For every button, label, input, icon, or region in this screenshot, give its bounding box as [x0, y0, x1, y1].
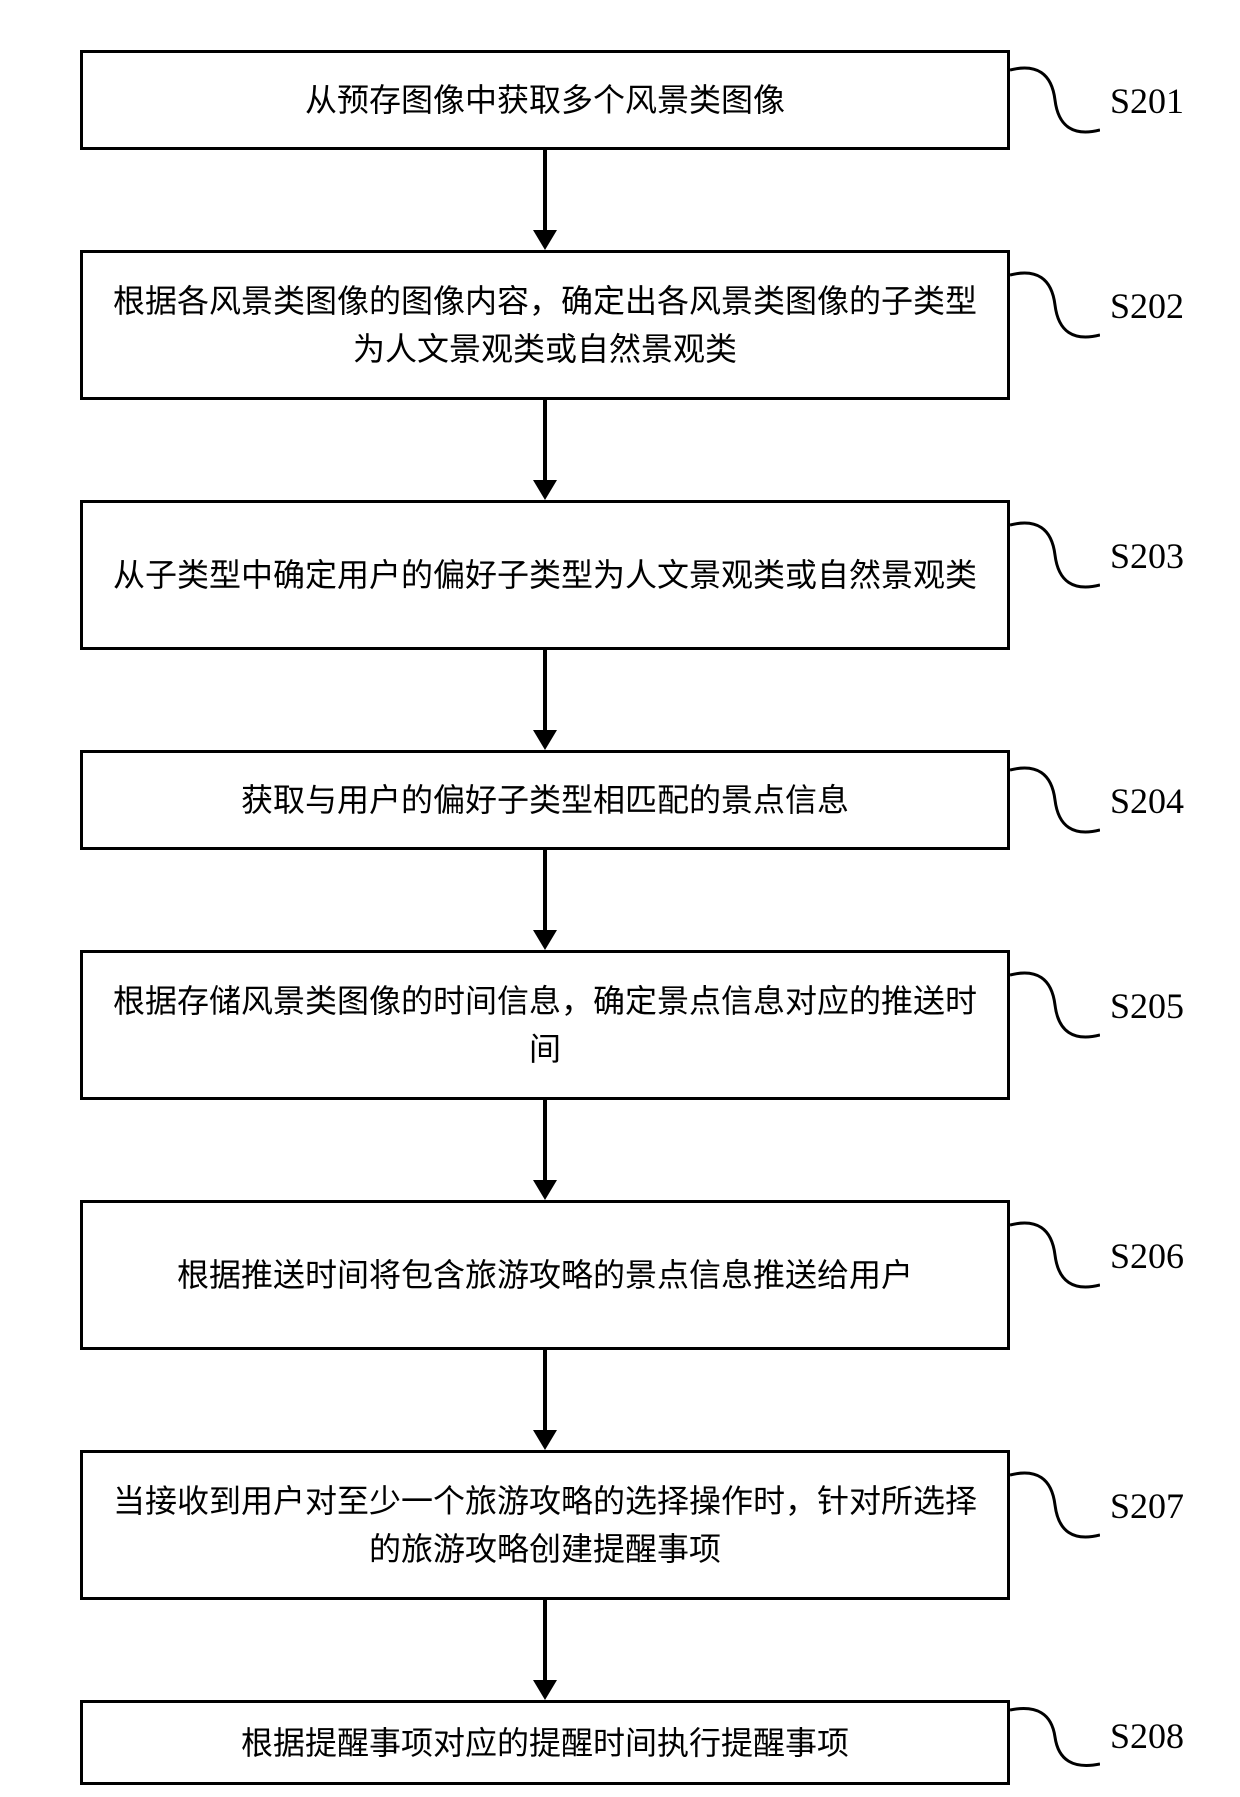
node-s204: 获取与用户的偏好子类型相匹配的景点信息 [80, 750, 1010, 850]
node-text: 根据各风景类图像的图像内容，确定出各风景类图像的子类型为人文景观类或自然景观类 [103, 277, 987, 373]
node-s205: 根据存储风景类图像的时间信息，确定景点信息对应的推送时间 [80, 950, 1010, 1100]
leader-curve-s207 [1010, 1465, 1100, 1545]
step-label-s202: S202 [1110, 285, 1184, 327]
leader-curve-s202 [1010, 265, 1100, 345]
leader-curve-s206 [1010, 1215, 1100, 1295]
step-label-s207: S207 [1110, 1485, 1184, 1527]
arrow-line [543, 1600, 547, 1682]
leader-curve-s203 [1010, 515, 1100, 595]
arrow-line [543, 150, 547, 232]
node-text: 从预存图像中获取多个风景类图像 [305, 76, 785, 124]
leader-curve-s205 [1010, 965, 1100, 1045]
arrow-line [543, 1100, 547, 1182]
arrow-line [543, 1350, 547, 1432]
arrow-head-icon [533, 730, 557, 750]
node-text: 获取与用户的偏好子类型相匹配的景点信息 [241, 776, 849, 824]
arrow-head-icon [533, 230, 557, 250]
step-label-s205: S205 [1110, 985, 1184, 1027]
leader-curve-s204 [1010, 760, 1100, 840]
leader-curve-s201 [1010, 60, 1100, 140]
node-text: 当接收到用户对至少一个旅游攻略的选择操作时，针对所选择的旅游攻略创建提醒事项 [103, 1477, 987, 1573]
node-s202: 根据各风景类图像的图像内容，确定出各风景类图像的子类型为人文景观类或自然景观类 [80, 250, 1010, 400]
node-text: 根据推送时间将包含旅游攻略的景点信息推送给用户 [177, 1251, 913, 1299]
node-s208: 根据提醒事项对应的提醒时间执行提醒事项 [80, 1700, 1010, 1785]
node-text: 根据存储风景类图像的时间信息，确定景点信息对应的推送时间 [103, 977, 987, 1073]
node-text: 从子类型中确定用户的偏好子类型为人文景观类或自然景观类 [113, 551, 977, 599]
leader-curve-s208 [1010, 1702, 1100, 1772]
arrow-head-icon [533, 1180, 557, 1200]
step-label-s203: S203 [1110, 535, 1184, 577]
node-s201: 从预存图像中获取多个风景类图像 [80, 50, 1010, 150]
step-label-s201: S201 [1110, 80, 1184, 122]
arrow-head-icon [533, 480, 557, 500]
arrow-head-icon [533, 1680, 557, 1700]
node-s206: 根据推送时间将包含旅游攻略的景点信息推送给用户 [80, 1200, 1010, 1350]
flowchart-canvas: 从预存图像中获取多个风景类图像 根据各风景类图像的图像内容，确定出各风景类图像的… [0, 0, 1240, 1797]
node-s203: 从子类型中确定用户的偏好子类型为人文景观类或自然景观类 [80, 500, 1010, 650]
step-label-s204: S204 [1110, 780, 1184, 822]
arrow-line [543, 850, 547, 932]
arrow-line [543, 400, 547, 482]
arrow-line [543, 650, 547, 732]
arrow-head-icon [533, 930, 557, 950]
node-text: 根据提醒事项对应的提醒时间执行提醒事项 [241, 1719, 849, 1767]
arrow-head-icon [533, 1430, 557, 1450]
step-label-s208: S208 [1110, 1715, 1184, 1757]
step-label-s206: S206 [1110, 1235, 1184, 1277]
node-s207: 当接收到用户对至少一个旅游攻略的选择操作时，针对所选择的旅游攻略创建提醒事项 [80, 1450, 1010, 1600]
